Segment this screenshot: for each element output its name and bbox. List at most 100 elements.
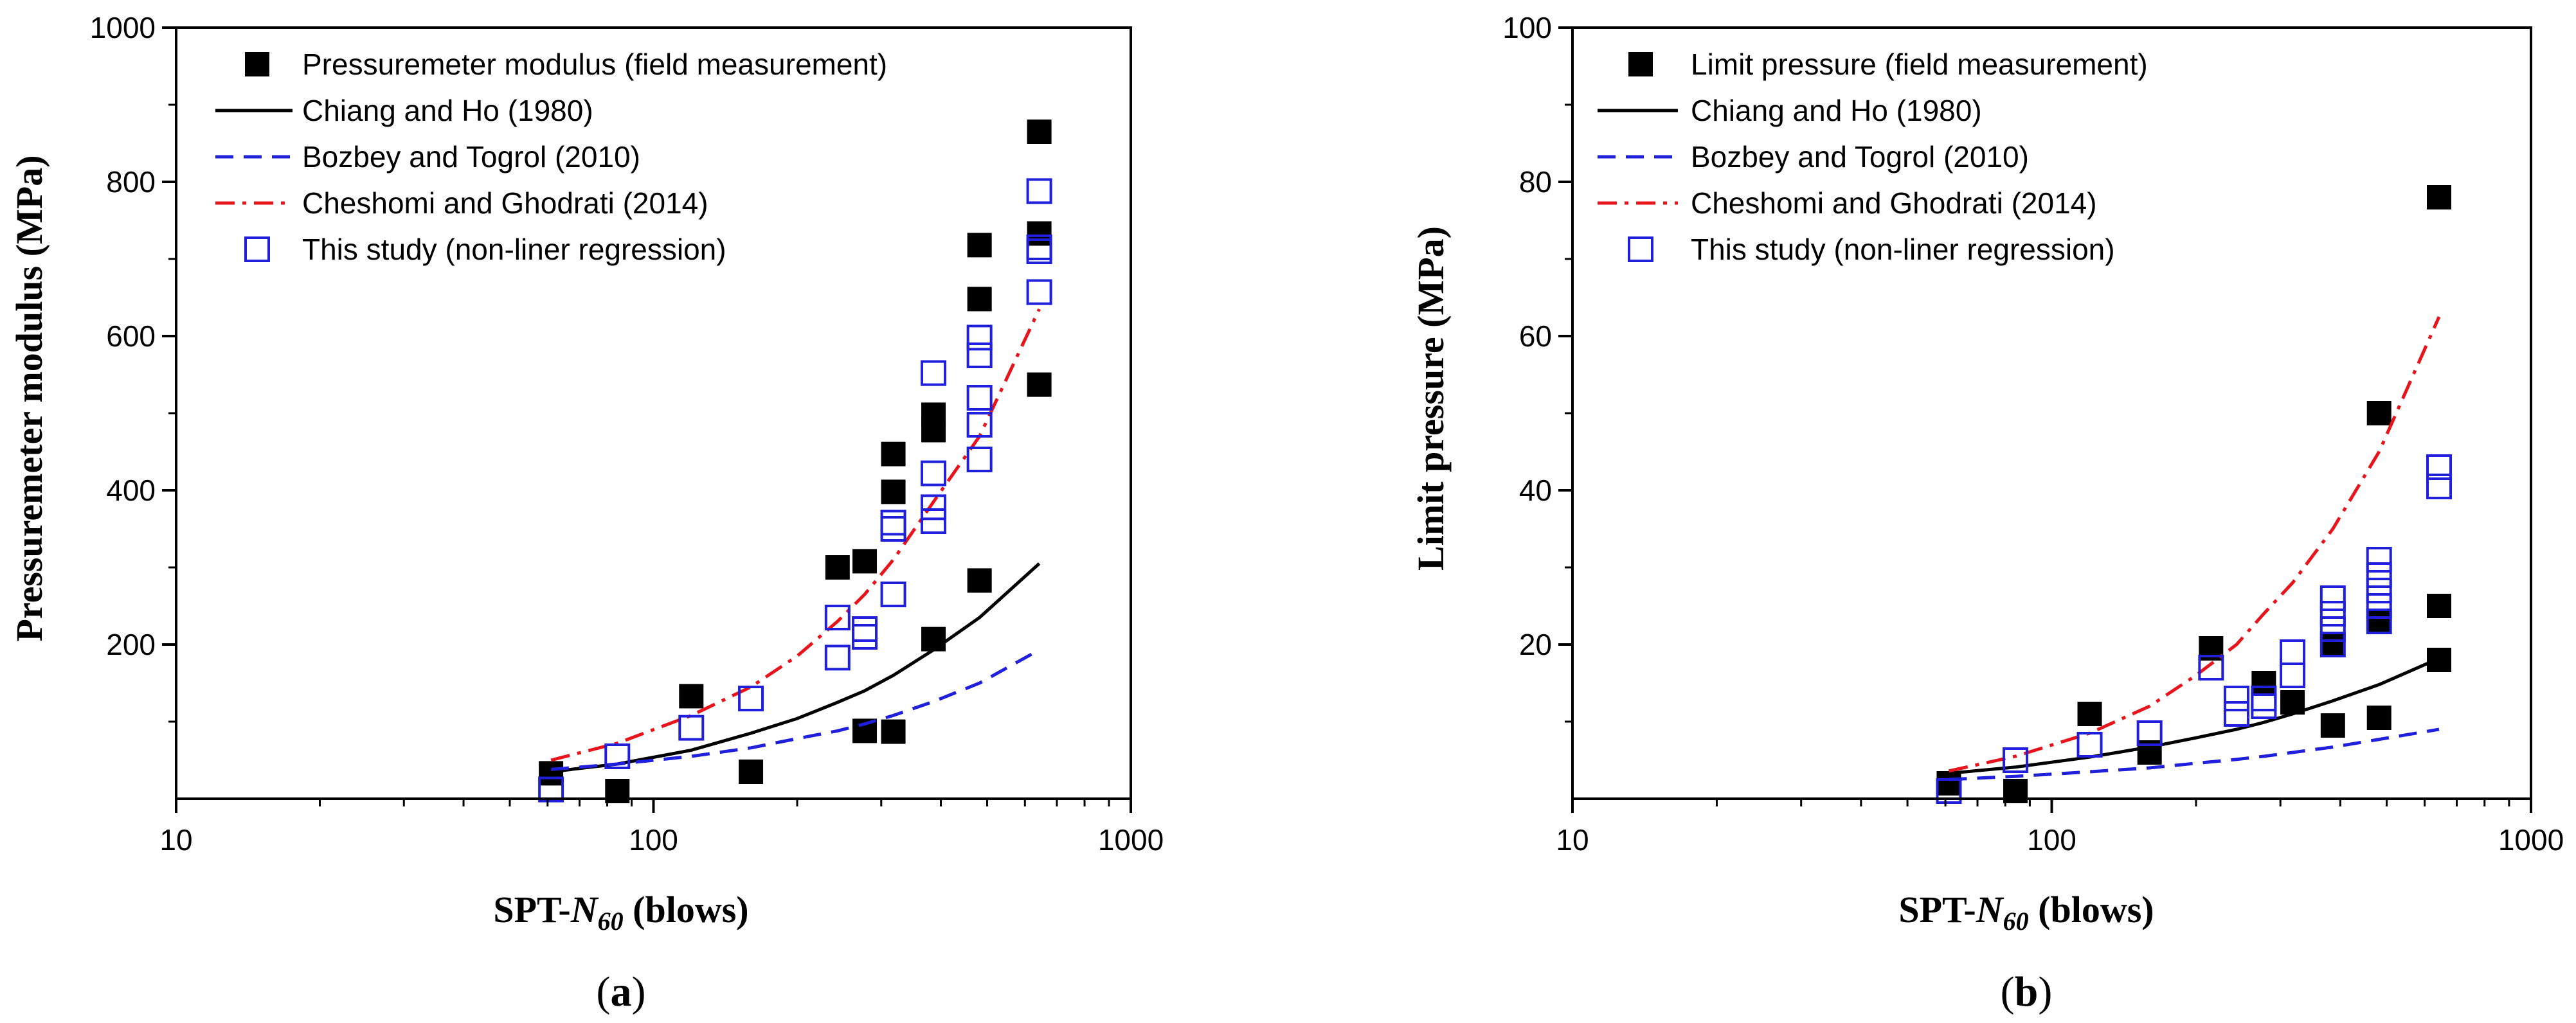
x-axis-title-a: SPT-N60 (blows) — [493, 889, 748, 936]
point-this-study-non-liner-regression-b-13 — [2319, 616, 2346, 642]
point-limit-pressure-field-measurement-b-13 — [2427, 594, 2452, 618]
point-this-study-non-liner-regression-b-16 — [2366, 562, 2392, 588]
y-tick-label-a-2: 600 — [106, 319, 156, 353]
point-this-study-non-liner-regression-b-6 — [2223, 701, 2249, 727]
point-limit-pressure-field-measurement-b-9 — [2366, 401, 2391, 425]
legend-swatch-this-study-non-liner-regression-b — [1628, 236, 1653, 262]
point-this-study-non-liner-regression-a-11 — [921, 360, 947, 386]
point-limit-pressure-field-measurement-b-10 — [2366, 609, 2391, 634]
point-this-study-non-liner-regression-b-4 — [2198, 655, 2224, 681]
point-this-study-non-liner-regression-a-9 — [880, 516, 906, 542]
chart-panel-a: 10 100 1000 200 400 600 800 1000 Pressuremeter … — [8, 11, 1164, 1015]
point-pressuremeter-modulus-field-measurement-a-12 — [921, 627, 946, 652]
point-this-study-non-liner-regression-b-8 — [2251, 693, 2277, 719]
legend-label-this-study-non-liner-regression-b: This study (non-liner regression) — [1691, 233, 2115, 266]
y-axis-title-a: Pressuremeter modulus (MPa) — [8, 155, 50, 641]
point-pressuremeter-modulus-field-measurement-a-18 — [1027, 372, 1052, 397]
legend-b: Limit pressure (field measurement) Chiang… — [1598, 48, 2148, 266]
x-tick-label-b-0: 10 — [1556, 823, 1589, 857]
legend-label-limit-pressure-field-measurement-b: Limit pressure (field measurement) — [1691, 48, 2148, 81]
series-line-cheshomi-and-ghodrati-2014-b — [1948, 316, 2441, 773]
point-this-study-non-liner-regression-b-11 — [2319, 585, 2346, 611]
legend-swatch-limit-pressure-field-measurement-b — [1628, 52, 1653, 76]
point-this-study-non-liner-regression-b-15 — [2366, 547, 2392, 573]
point-pressuremeter-modulus-field-measurement-a-17 — [1027, 221, 1052, 246]
point-pressuremeter-modulus-field-measurement-a-7 — [881, 441, 906, 467]
series-line-bozbey-and-togrol-2010-a — [550, 648, 1040, 771]
point-this-study-non-liner-regression-a-17 — [966, 385, 993, 411]
x-tick-label-b-2: 1000 — [2498, 823, 2564, 857]
series-line-chiang-and-ho-1980-a — [550, 562, 1041, 774]
y-tick-label-b-1: 40 — [1519, 474, 1552, 507]
legend-label-cheshomi-and-ghodrati-2014-a: Cheshomi and Ghodrati (2014) — [302, 186, 708, 220]
y-axis-title-b: Limit pressure (MPa) — [1410, 226, 1452, 571]
point-pressuremeter-modulus-field-measurement-a-16 — [1027, 120, 1052, 144]
point-this-study-non-liner-regression-a-0 — [538, 776, 564, 803]
point-this-study-non-liner-regression-a-2 — [678, 715, 705, 741]
point-this-study-non-liner-regression-b-1 — [2003, 747, 2029, 773]
point-this-study-non-liner-regression-a-20 — [1026, 178, 1052, 204]
point-pressuremeter-modulus-field-measurement-a-3 — [739, 760, 764, 784]
point-this-study-non-liner-regression-a-19 — [966, 447, 993, 472]
point-this-study-non-liner-regression-a-5 — [824, 645, 851, 671]
legend-label-cheshomi-and-ghodrati-2014-b: Cheshomi and Ghodrati (2014) — [1691, 186, 2097, 220]
point-this-study-non-liner-regression-a-3 — [738, 686, 764, 711]
point-pressuremeter-modulus-field-measurement-a-13 — [967, 233, 992, 258]
point-this-study-non-liner-regression-b-2 — [2076, 732, 2103, 758]
x-tick-label-b-1: 100 — [2027, 823, 2076, 857]
point-this-study-non-liner-regression-a-12 — [921, 460, 947, 486]
plot-area-a — [538, 120, 1052, 803]
legend-swatch-this-study-non-liner-regression-a — [244, 236, 270, 262]
y-tick-label-a-4: 1000 — [90, 11, 156, 44]
point-this-study-non-liner-regression-a-23 — [1026, 279, 1052, 305]
point-limit-pressure-field-measurement-b-12 — [2427, 185, 2452, 209]
y-tick-label-a-0: 200 — [106, 628, 156, 661]
point-this-study-non-liner-regression-a-4 — [824, 605, 851, 630]
point-pressuremeter-modulus-field-measurement-a-14 — [967, 287, 992, 312]
point-pressuremeter-modulus-field-measurement-a-5 — [852, 549, 878, 574]
legend-a: Pressuremeter modulus (field measurement… — [215, 48, 887, 266]
point-limit-pressure-field-measurement-b-5 — [2251, 671, 2276, 695]
series-line-chiang-and-ho-1980-b — [1949, 657, 2440, 775]
point-this-study-non-liner-regression-a-13 — [921, 494, 947, 520]
y-tick-label-a-3: 800 — [106, 165, 156, 199]
legend-label-this-study-non-liner-regression-a: This study (non-liner regression) — [302, 233, 726, 266]
x-tick-label-a-2: 1000 — [1098, 823, 1164, 857]
panel-label-a: (a) — [597, 968, 646, 1015]
point-pressuremeter-modulus-field-measurement-a-9 — [881, 719, 906, 744]
point-this-study-non-liner-regression-b-12 — [2319, 601, 2346, 627]
point-this-study-non-liner-regression-a-6 — [852, 616, 878, 642]
legend-label-bozbey-and-togrol-2010-b: Bozbey and Togrol (2010) — [1691, 140, 2029, 173]
legend-label-bozbey-and-togrol-2010-a: Bozbey and Togrol (2010) — [302, 140, 640, 173]
y-tick-label-b-2: 60 — [1519, 319, 1552, 353]
point-this-study-non-liner-regression-a-14 — [921, 508, 947, 534]
plot-area-b — [1936, 185, 2453, 804]
x-tick-label-a-1: 100 — [629, 823, 678, 857]
point-this-study-non-liner-regression-b-21 — [2426, 474, 2453, 499]
panel-label-b: (b) — [2001, 968, 2053, 1015]
legend-swatch-pressuremeter-modulus-field-measurement-a — [245, 52, 269, 76]
point-pressuremeter-modulus-field-measurement-a-4 — [825, 555, 850, 580]
x-tick-label-a-0: 10 — [159, 823, 192, 857]
point-this-study-non-liner-regression-a-8 — [880, 510, 906, 536]
y-tick-label-b-3: 80 — [1519, 165, 1552, 199]
series-line-cheshomi-and-ghodrati-2014-a — [550, 308, 1041, 762]
point-this-study-non-liner-regression-b-18 — [2366, 593, 2392, 619]
point-this-study-non-liner-regression-b-10 — [2280, 663, 2306, 688]
point-limit-pressure-field-measurement-b-2 — [2077, 702, 2102, 726]
point-this-study-non-liner-regression-b-0 — [1936, 778, 1962, 804]
y-tick-label-b-4: 100 — [1502, 11, 1552, 44]
point-this-study-non-liner-regression-b-14 — [2319, 632, 2346, 657]
point-this-study-non-liner-regression-b-5 — [2223, 686, 2249, 711]
point-this-study-non-liner-regression-b-3 — [2136, 720, 2163, 746]
point-this-study-non-liner-regression-a-22 — [1026, 238, 1052, 264]
point-this-study-non-liner-regression-a-18 — [966, 412, 993, 438]
point-this-study-non-liner-regression-b-17 — [2366, 578, 2392, 603]
point-pressuremeter-modulus-field-measurement-a-15 — [967, 568, 992, 593]
point-this-study-non-liner-regression-a-1 — [604, 743, 631, 769]
y-tick-label-b-0: 20 — [1519, 628, 1552, 661]
point-this-study-non-liner-regression-b-19 — [2366, 609, 2392, 634]
point-limit-pressure-field-measurement-b-11 — [2366, 706, 2391, 730]
axes-a: 10 100 1000 200 400 600 800 1000 — [90, 11, 1164, 857]
